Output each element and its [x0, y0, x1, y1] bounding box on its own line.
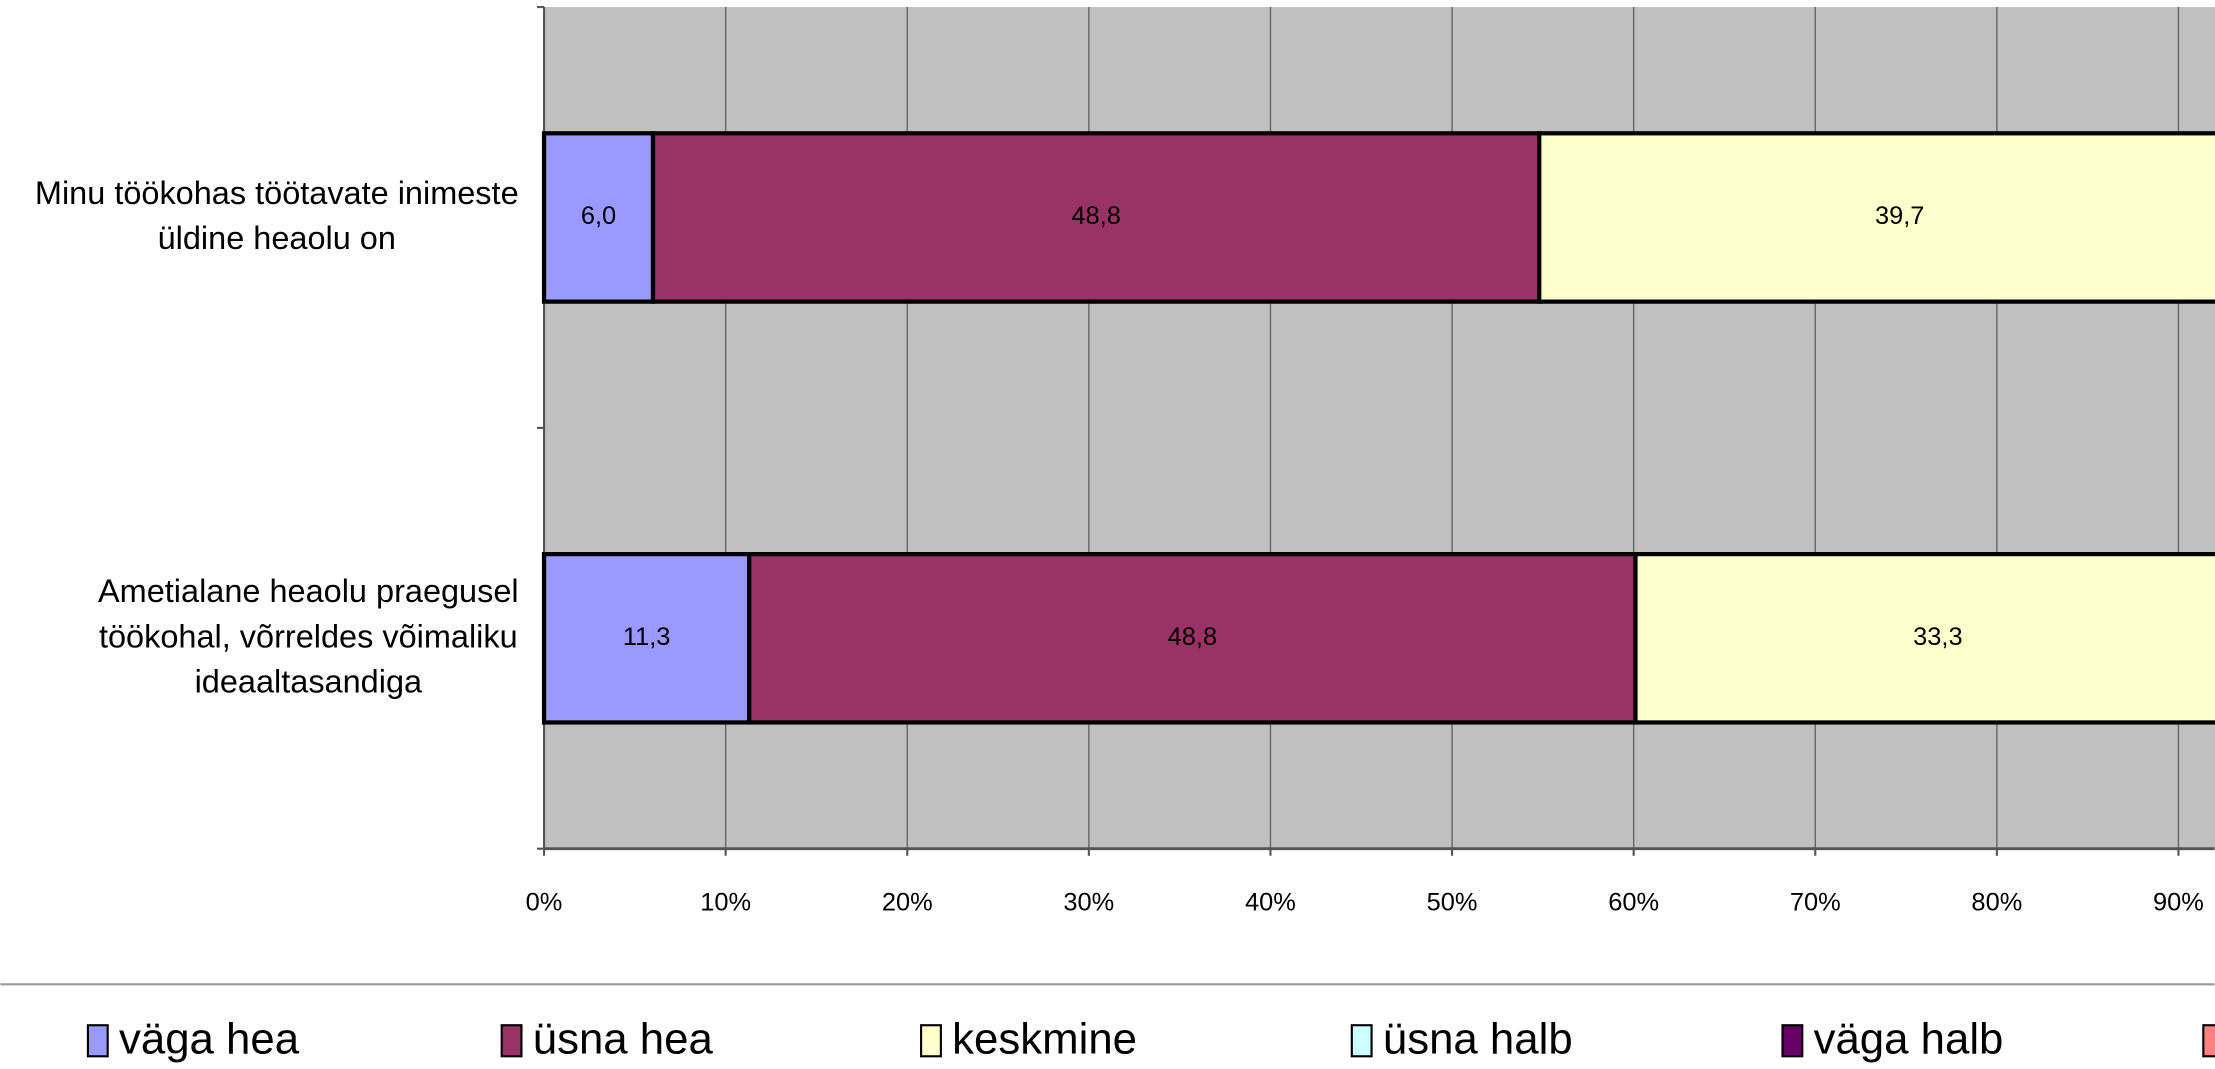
bar-segment	[541, 552, 752, 725]
legend-label: väga halb	[1814, 1015, 2004, 1064]
data-label: 48,8	[1071, 202, 1120, 230]
x-tick-label: 60%	[1608, 888, 1659, 916]
legend-label: väga hea	[119, 1015, 300, 1064]
x-tick-label: 40%	[1245, 888, 1296, 916]
data-label: 48,8	[1168, 623, 1217, 651]
legend-label: keskmine	[952, 1015, 1137, 1064]
x-tick-label: 80%	[1971, 888, 2022, 916]
bar-segment	[541, 131, 656, 304]
legend-label: üsna halb	[1383, 1015, 1573, 1064]
data-label: 33,3	[1913, 623, 1962, 651]
data-label: 39,7	[1875, 202, 1924, 230]
x-tick-label: 50%	[1427, 888, 1478, 916]
bar-segment	[1537, 131, 2215, 304]
legend-swatch-cropped	[2202, 1024, 2215, 1058]
x-tick-label: 0%	[526, 888, 563, 916]
x-tick-label: 20%	[882, 888, 933, 916]
legend-swatch	[920, 1024, 942, 1058]
bar-segment	[747, 552, 1638, 725]
data-label: 11,3	[623, 623, 671, 651]
legend-swatch	[86, 1024, 109, 1058]
bar-segment	[650, 131, 1542, 304]
x-tick-label: 30%	[1063, 888, 1114, 916]
category-label: Minu töökohas töötavate inimeste üldine h…	[35, 174, 519, 255]
legend-swatch	[500, 1024, 523, 1058]
category-label: Ametialane heaolu praegusel töökohal, võr…	[98, 573, 519, 699]
x-tick-label: 70%	[1790, 888, 1841, 916]
x-tick-label: 90%	[2153, 888, 2204, 916]
data-label: 6,0	[581, 202, 616, 230]
legend-swatch	[1350, 1024, 1373, 1058]
legend-swatch	[1781, 1024, 1804, 1058]
x-tick-label: 10%	[700, 888, 751, 916]
bar-segment	[1633, 552, 2215, 725]
legend-label: üsna hea	[533, 1015, 714, 1064]
